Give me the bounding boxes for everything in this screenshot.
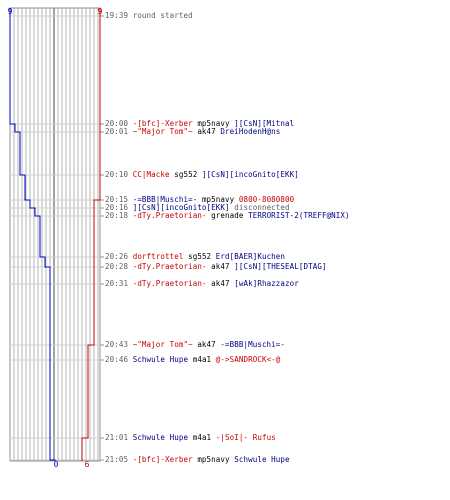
player-name: Erd[BAER]Kuchen <box>215 252 286 261</box>
event-time: 19:39 <box>105 11 133 20</box>
player-name: -=BBB|Muschi=- <box>132 195 198 204</box>
blue-bottom-label: 0 <box>54 460 59 469</box>
weapon-name: mp5navy <box>192 455 235 464</box>
player-name: -dTy.Praetorian- <box>132 211 207 220</box>
weapon-name: sg552 <box>183 252 216 261</box>
weapon-name: ak47 <box>192 340 221 349</box>
event-time: 20:00 <box>105 119 133 128</box>
weapon-name: ak47 <box>192 127 221 136</box>
weapon-name: mp5navy <box>192 119 235 128</box>
player-grid <box>9 7 101 462</box>
weapon-name: ak47 <box>206 279 235 288</box>
axis-labels: 9 9 0 6 <box>8 7 103 469</box>
event-time: 20:01 <box>105 127 133 136</box>
event-time: 20:26 <box>105 252 133 261</box>
event-row: 20:01 ~"Major Tom"~ ak47 DreiHodenH@ns <box>105 127 280 136</box>
player-name: CC|Macke <box>132 170 170 179</box>
player-name: Schwule Hupe <box>234 455 290 464</box>
player-name: -dTy.Praetorian- <box>132 262 207 271</box>
event-row: 20:28 -dTy.Praetorian- ak47 ][CsN][THESE… <box>105 262 327 271</box>
event-time: 20:43 <box>105 340 133 349</box>
event-row: 20:10 CC|Macke sg552 ][CsN][incoGnito[EK… <box>105 170 299 179</box>
event-row: 20:18 -dTy.Praetorian- grenade TERRORIST… <box>105 211 350 220</box>
event-row: 21:01 Schwule Hupe m4a1 -|SoI|- Rufus <box>105 433 276 442</box>
player-name: DreiHodenH@ns <box>220 127 281 136</box>
player-name: Schwule Hupe <box>132 355 189 364</box>
player-name: -|SoI|- Rufus <box>215 433 276 442</box>
player-name: dorftrottel <box>132 252 184 261</box>
player-name: -[bfc]-Xerber <box>132 119 193 128</box>
event-time: 20:15 <box>105 195 133 204</box>
weapon-name: m4a1 <box>188 433 216 442</box>
event-time: 21:01 <box>105 433 133 442</box>
weapon-name: grenade <box>206 211 249 220</box>
event-row: 20:15 -=BBB|Muschi=- mp5navy 0800-808080… <box>105 195 294 204</box>
event-time: 20:18 <box>105 211 133 220</box>
player-name: Schwule Hupe <box>132 433 189 442</box>
event-row: 19:39 round started <box>105 11 193 20</box>
player-name: ][CsN][Mitnal <box>234 119 295 128</box>
event-row: 20:31 -dTy.Praetorian- ak47 [wAk]Rhazzaz… <box>105 279 299 288</box>
player-name: -[bfc]-Xerber <box>132 455 193 464</box>
event-row: 20:26 dorftrottel sg552 Erd[BAER]Kuchen <box>105 252 285 261</box>
player-name: TERRORIST-2(TREFF@NIX) <box>248 211 350 220</box>
event-time: 20:46 <box>105 355 133 364</box>
event-note: round started <box>132 11 193 20</box>
player-name: ][CsN][THESEAL[DTAG] <box>234 262 327 271</box>
event-row: 21:05 -[bfc]-Xerber mp5navy Schwule Hupe <box>105 455 290 464</box>
event-row: 20:16 ][CsN][incoGnito[EKK] disconnected <box>105 203 290 212</box>
event-time: 20:16 <box>105 203 133 212</box>
red-bottom-label: 6 <box>85 460 90 469</box>
weapon-name: m4a1 <box>188 355 216 364</box>
player-name: ][CsN][incoGnito[EKK] <box>201 170 299 179</box>
event-row: 20:43 ~"Major Tom"~ ak47 -=BBB|Muschi=- <box>105 340 285 349</box>
weapon-name: mp5navy <box>197 195 239 204</box>
player-name: ][CsN][incoGnito[EKK] <box>132 203 230 212</box>
event-row: 20:00 -[bfc]-Xerber mp5navy ][CsN][Mitna… <box>105 119 294 128</box>
player-name: 0800-8080800 <box>238 195 295 204</box>
event-row: 20:46 Schwule Hupe m4a1 @->SANDROCK<-@ <box>105 355 280 364</box>
weapon-name: sg552 <box>169 170 202 179</box>
red-top-label: 9 <box>98 7 103 16</box>
series-line-red <box>81 8 101 461</box>
player-name: ~"Major Tom"~ <box>132 127 193 136</box>
series-line-blue <box>9 8 56 461</box>
player-name: @->SANDROCK<-@ <box>215 355 281 364</box>
event-time: 21:05 <box>105 455 133 464</box>
player-name: -dTy.Praetorian- <box>132 279 207 288</box>
event-note: disconnected <box>229 203 290 212</box>
team-lines <box>9 8 101 461</box>
event-time: 20:31 <box>105 279 133 288</box>
event-time: 20:28 <box>105 262 133 271</box>
player-name: ~"Major Tom"~ <box>132 340 193 349</box>
player-name: -=BBB|Muschi=- <box>220 340 286 349</box>
blue-top-label: 9 <box>8 7 13 16</box>
weapon-name: ak47 <box>206 262 235 271</box>
player-name: [wAk]Rhazzazor <box>234 279 299 288</box>
event-time: 20:10 <box>105 170 133 179</box>
